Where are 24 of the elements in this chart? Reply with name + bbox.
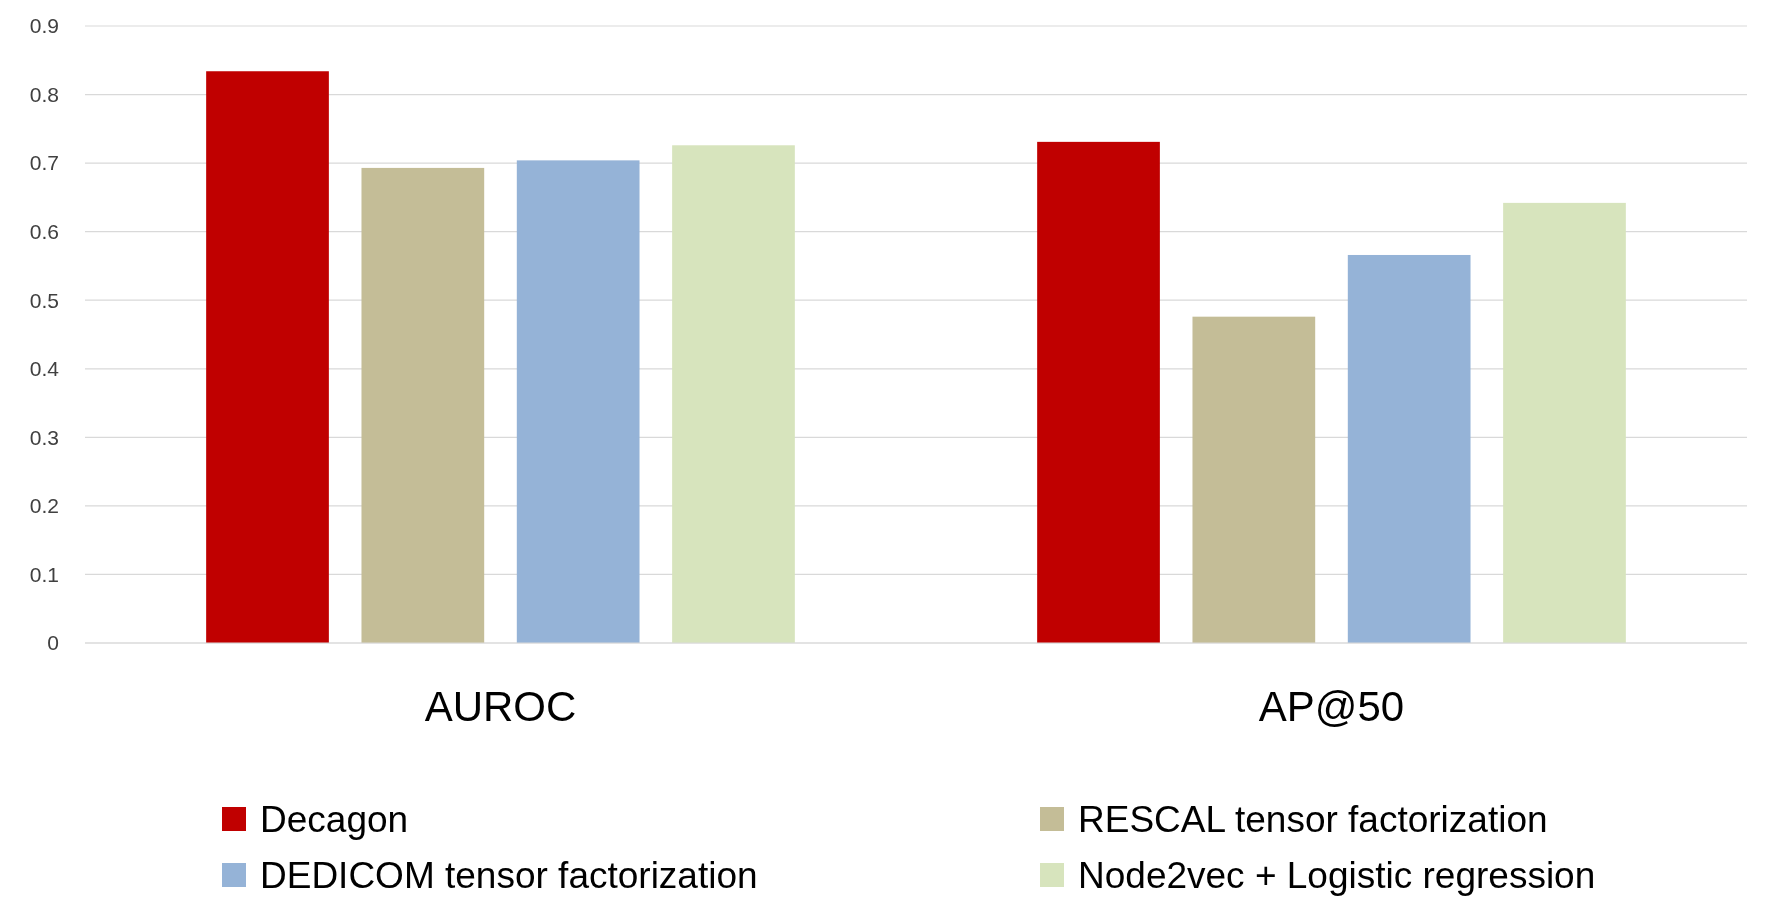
bar (1037, 141, 1160, 643)
y-tick-label: 0.6 (29, 220, 59, 244)
y-tick-label: 0.3 (29, 425, 59, 449)
legend-label: Node2vec + Logistic regression (1078, 854, 1596, 896)
y-tick-label: 0.9 (29, 14, 59, 38)
y-tick-label: 0.8 (29, 82, 59, 106)
y-tick-label: 0.1 (29, 562, 59, 586)
legend-label: RESCAL tensor factorization (1078, 798, 1548, 840)
x-tick-label: AP@50 (1258, 683, 1405, 730)
y-tick-label: 0.5 (29, 288, 59, 312)
bar (516, 160, 640, 643)
bar (206, 71, 329, 643)
y-tick-label: 0.7 (29, 151, 59, 175)
y-tick-label: 0 (47, 631, 59, 655)
bar (1347, 254, 1471, 643)
bar (361, 167, 485, 643)
bar (1192, 316, 1316, 643)
legend-label: Decagon (260, 798, 409, 840)
bar (672, 145, 795, 643)
y-tick-label: 0.2 (29, 494, 59, 518)
y-tick-label: 0.4 (29, 357, 60, 381)
bar (1503, 202, 1626, 643)
x-tick-label: AUROC (424, 683, 577, 730)
legend-label: DEDICOM tensor factorization (260, 854, 758, 896)
